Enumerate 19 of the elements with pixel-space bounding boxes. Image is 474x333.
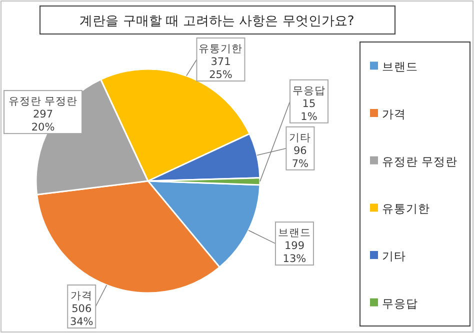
- legend-label: 무응답: [382, 296, 418, 310]
- slice-label: 기타: [289, 132, 312, 144]
- chart-title: 계란을 구매할 때 고려하는 사항은 무엇인가요?: [80, 14, 354, 29]
- data-label: 199 13%: [282, 240, 306, 266]
- slice-label: 브랜드: [278, 227, 311, 240]
- legend-label: 기타: [382, 249, 406, 263]
- slice-label: 유통기한: [198, 43, 243, 55]
- data-label: 96 7%: [292, 144, 309, 170]
- legend-label: 가격: [382, 107, 406, 121]
- legend-label: 유통기한: [382, 202, 430, 216]
- slice-label: 가격: [70, 290, 93, 302]
- slice-label: 무응답: [292, 84, 326, 97]
- data-label: 371 25%: [209, 56, 232, 81]
- data-label: 297 20%: [31, 108, 55, 134]
- legend-label: 유정란 무정란: [382, 154, 458, 168]
- data-label: 15 1%: [300, 98, 318, 123]
- slice-label: 유정란 무정란: [8, 96, 78, 108]
- data-label: 506 34%: [70, 303, 94, 328]
- legend-label: 브랜드: [382, 60, 418, 74]
